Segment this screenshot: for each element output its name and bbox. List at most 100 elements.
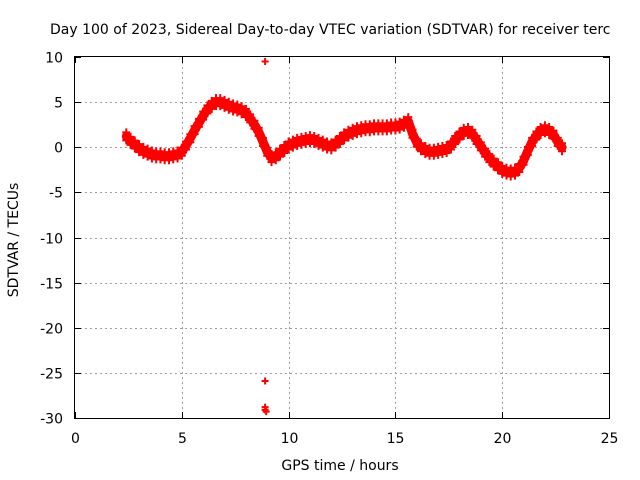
data-point	[271, 156, 280, 165]
data-point	[250, 116, 259, 125]
data-point	[314, 141, 323, 150]
y-tick-label: 10	[45, 51, 63, 67]
data-point	[237, 102, 246, 111]
data-point	[404, 121, 413, 130]
data-point	[135, 148, 144, 157]
outlier-point	[261, 377, 269, 385]
data-point	[314, 133, 323, 142]
data-point	[417, 139, 426, 148]
y-tick-label: -15	[40, 277, 63, 293]
y-tick-label: -5	[49, 186, 63, 202]
data-point	[335, 140, 344, 149]
x-tick-label: 0	[71, 431, 80, 447]
data-point	[481, 152, 490, 161]
data-point	[536, 123, 545, 132]
data-point	[481, 144, 490, 153]
data-point	[489, 154, 498, 163]
x-tick-label: 25	[601, 431, 619, 447]
chart-title: Day 100 of 2023, Sidereal Day-to-day VTE…	[50, 22, 610, 38]
data-point	[476, 138, 485, 147]
data-point	[511, 171, 520, 180]
data-point	[344, 133, 353, 142]
data-point	[558, 139, 567, 148]
data-point	[536, 131, 545, 140]
data-point	[523, 150, 532, 159]
data-point	[446, 137, 455, 146]
data-point	[549, 126, 558, 135]
data-point	[173, 154, 182, 163]
data-point	[254, 131, 263, 140]
data-point	[395, 117, 404, 126]
y-axis-ticks: 10 5 0 -5 -10 -15 -20 -25 -30	[40, 51, 609, 428]
data-point	[203, 101, 212, 110]
data-point	[399, 123, 408, 132]
data-point	[318, 143, 327, 152]
data-point	[241, 112, 250, 121]
data-point	[271, 148, 280, 157]
data-point	[540, 129, 549, 138]
data-point	[493, 158, 502, 167]
data-point	[216, 94, 225, 103]
x-tick-label: 15	[387, 431, 405, 447]
data-point	[399, 115, 408, 124]
data-point	[284, 137, 293, 146]
data-point	[523, 142, 532, 151]
data-point	[421, 149, 430, 158]
data-point	[472, 132, 481, 141]
x-tick-label: 5	[178, 431, 187, 447]
data-point	[485, 158, 494, 167]
data-point	[254, 123, 263, 132]
outlier-point	[262, 408, 270, 416]
data-point	[143, 144, 152, 153]
y-tick-label: -20	[40, 322, 63, 338]
data-point	[485, 150, 494, 159]
data-point	[126, 132, 135, 141]
data-point	[263, 151, 272, 160]
data-point	[220, 95, 229, 104]
data-point	[224, 97, 233, 106]
data-point	[190, 130, 199, 139]
data-point	[288, 143, 297, 152]
data-point	[451, 140, 460, 149]
data-point	[553, 141, 562, 150]
data-point	[408, 125, 417, 134]
data-point	[310, 132, 319, 141]
data-point	[237, 110, 246, 119]
data-point	[532, 127, 541, 136]
data-point	[233, 100, 242, 109]
data-point	[442, 141, 451, 150]
data-point	[126, 140, 135, 149]
data-point	[207, 96, 216, 105]
data-point	[408, 133, 417, 142]
data-point	[280, 141, 289, 150]
data-point	[284, 145, 293, 154]
plot-frame	[74, 56, 610, 419]
data-point	[280, 149, 289, 158]
data-point	[276, 144, 285, 153]
data-point	[493, 166, 502, 175]
data-point	[545, 131, 554, 140]
data-point	[310, 140, 319, 149]
data-point	[528, 133, 537, 142]
data-point	[335, 132, 344, 141]
data-point	[173, 146, 182, 155]
data-point	[139, 142, 148, 151]
data-point	[194, 122, 203, 131]
data-point	[348, 123, 357, 132]
data-point	[224, 105, 233, 114]
y-tick-label: -30	[40, 412, 63, 428]
data-point	[464, 123, 473, 132]
data-point	[417, 147, 426, 156]
data-point	[532, 135, 541, 144]
data-point	[412, 134, 421, 143]
data-markers	[122, 58, 567, 416]
data-point	[246, 118, 255, 127]
data-point	[203, 109, 212, 118]
x-tick-label: 20	[494, 431, 512, 447]
data-point	[395, 125, 404, 134]
grid	[75, 57, 609, 418]
y-tick-label: -25	[40, 367, 63, 383]
data-point	[553, 133, 562, 142]
data-point	[182, 145, 191, 154]
data-point	[241, 104, 250, 113]
